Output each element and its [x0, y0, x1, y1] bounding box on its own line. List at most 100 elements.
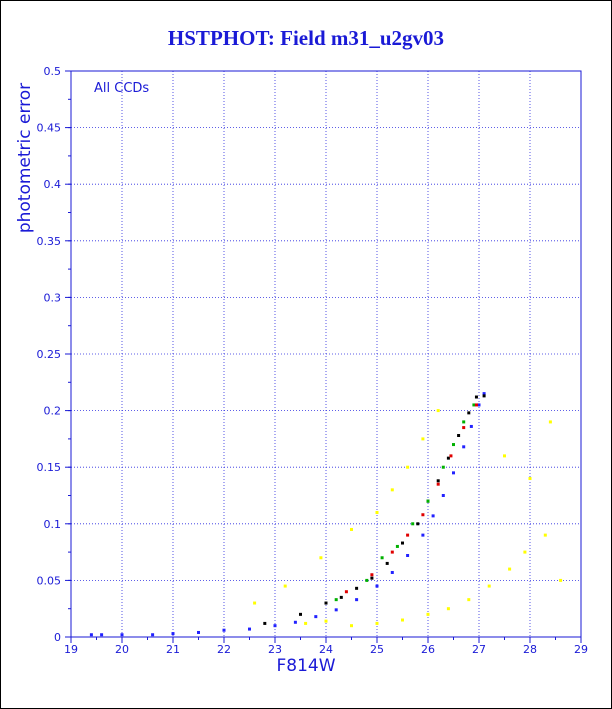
- data-point: [431, 514, 435, 518]
- x-tick-label: 22: [217, 643, 231, 656]
- data-point: [441, 465, 445, 469]
- data-point: [457, 434, 461, 438]
- data-point: [469, 424, 473, 428]
- data-point: [436, 409, 440, 413]
- data-point: [380, 556, 384, 560]
- data-point: [319, 556, 323, 560]
- data-point: [452, 443, 455, 447]
- data-point: [472, 403, 476, 407]
- data-point: [350, 527, 353, 531]
- data-point: [474, 403, 478, 407]
- y-tick-label: 0.15: [37, 461, 62, 474]
- data-point: [528, 477, 532, 481]
- y-tick-label: 0: [54, 631, 61, 644]
- data-point: [462, 445, 466, 449]
- x-tick-label: 24: [319, 643, 333, 656]
- data-point: [467, 411, 471, 415]
- data-point: [401, 541, 404, 545]
- data-point: [523, 550, 527, 554]
- data-point: [477, 403, 481, 407]
- data-point: [355, 598, 359, 602]
- y-tick-label: 0.1: [44, 518, 62, 531]
- data-point: [273, 624, 277, 628]
- data-point: [299, 612, 302, 616]
- data-point: [375, 621, 379, 625]
- x-tick-label: 29: [574, 643, 588, 656]
- data-point: [151, 633, 155, 637]
- data-point: [395, 544, 399, 548]
- data-point: [411, 522, 415, 526]
- data-point: [334, 598, 338, 602]
- x-tick-label: 26: [421, 643, 435, 656]
- data-point: [293, 620, 297, 624]
- data-point: [375, 584, 379, 588]
- data-point: [474, 395, 478, 399]
- y-axis-label: photometric error: [15, 83, 35, 233]
- data-point: [355, 586, 359, 590]
- data-point: [446, 456, 450, 460]
- data-point: [324, 601, 328, 605]
- data-point: [304, 621, 308, 625]
- annotation-label: All CCDs: [94, 81, 149, 96]
- data-point: [508, 567, 512, 571]
- data-point: [253, 601, 257, 605]
- x-axis-label: F814W: [276, 656, 335, 676]
- data-point: [248, 627, 251, 631]
- data-point: [100, 633, 104, 637]
- points-layer: [89, 392, 563, 637]
- data-point: [365, 578, 369, 582]
- y-tick-label: 0.25: [37, 348, 62, 361]
- data-point: [401, 618, 404, 622]
- x-tick-label: 21: [166, 643, 180, 656]
- data-point: [390, 550, 394, 554]
- data-point: [89, 633, 93, 637]
- ticks-layer: 19 20 21 22 23 24 25 26 27 28 29 0 0.05 0.1 0.15 0.2 0.2…: [37, 65, 589, 656]
- y-tick-label: 0.2: [44, 405, 62, 418]
- data-point: [426, 499, 430, 503]
- data-point: [370, 576, 374, 580]
- x-tick-label: 19: [64, 643, 78, 656]
- x-tick-label: 28: [523, 643, 537, 656]
- data-point: [171, 632, 175, 636]
- y-tick-label: 0.3: [44, 291, 62, 304]
- grid-layer: [70, 70, 582, 638]
- data-point: [548, 420, 552, 424]
- data-point: [406, 465, 410, 469]
- data-point: [467, 598, 471, 602]
- data-point: [436, 482, 440, 486]
- x-tick-label: 20: [115, 643, 129, 656]
- data-point: [487, 584, 491, 588]
- data-point: [449, 454, 453, 458]
- data-point: [350, 624, 353, 628]
- data-point: [406, 533, 410, 537]
- data-point: [559, 578, 563, 582]
- chart-title: HSTPHOT: Field m31_u2gv03: [167, 26, 445, 50]
- data-point: [406, 553, 410, 557]
- data-point: [334, 608, 338, 612]
- y-tick-label: 0.35: [37, 235, 62, 248]
- data-point: [421, 437, 425, 441]
- data-point: [416, 522, 420, 526]
- y-tick-label: 0.45: [37, 122, 62, 135]
- y-tick-label: 0.4: [44, 178, 62, 191]
- data-point: [482, 392, 486, 396]
- data-point: [197, 630, 200, 634]
- data-point: [462, 420, 466, 424]
- data-point: [324, 619, 328, 623]
- data-point: [370, 573, 374, 577]
- y-tick-label: 0.5: [44, 65, 62, 78]
- data-point: [375, 510, 379, 514]
- data-point: [314, 615, 318, 619]
- data-point: [390, 570, 394, 574]
- data-point: [120, 633, 124, 637]
- data-point: [390, 488, 394, 492]
- data-point: [543, 533, 547, 537]
- data-point: [426, 612, 430, 616]
- data-point: [436, 479, 440, 483]
- data-point: [421, 533, 425, 537]
- data-point: [421, 513, 425, 517]
- data-point: [482, 394, 486, 398]
- data-point: [339, 595, 343, 599]
